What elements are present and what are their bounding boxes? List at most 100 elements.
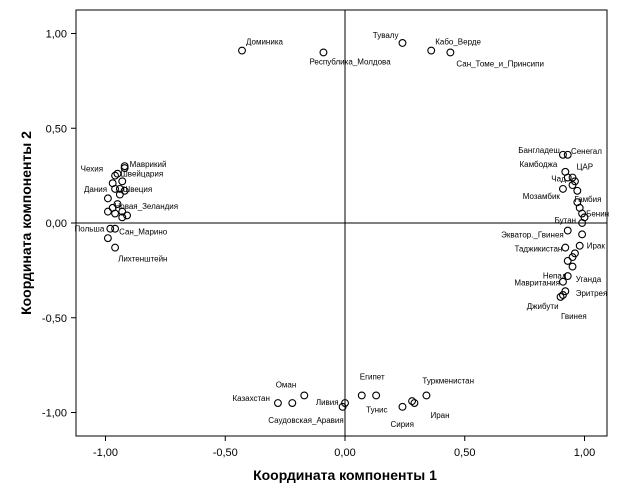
point-label: Мавритания — [514, 279, 560, 288]
point-label: Швейцария — [120, 170, 163, 179]
x-tick-label: 1,00 — [574, 447, 595, 459]
data-point — [123, 211, 132, 220]
x-tick-label: 0,50 — [454, 447, 475, 459]
point-label: Доминика — [246, 38, 283, 47]
data-point — [341, 399, 349, 407]
y-tick-label: -0,50 — [42, 313, 67, 325]
y-axis-title: Координата компоненты 2 — [18, 131, 34, 315]
point-label: Дания — [84, 185, 107, 194]
y-tick-label: 0,50 — [46, 123, 67, 135]
y-tick-label: 1,00 — [46, 29, 67, 41]
x-tick-label: 0,00 — [334, 447, 355, 459]
point-label: Тунис — [366, 405, 387, 414]
point-label: Туркменистан — [422, 376, 474, 385]
data-point — [111, 171, 120, 180]
data-point — [273, 399, 282, 407]
point-label: Сан_Марино — [119, 228, 168, 237]
point-label: Таджикистан — [514, 245, 562, 254]
data-point — [558, 291, 567, 299]
data-point — [115, 184, 124, 193]
data-point — [422, 391, 431, 400]
data-point — [103, 207, 112, 216]
point-label: Ирак — [587, 242, 606, 251]
data-point — [563, 256, 572, 265]
point-label: Бангладеш — [518, 146, 560, 155]
data-points — [103, 39, 589, 411]
point-label: Уганда — [576, 275, 602, 284]
data-point — [120, 162, 129, 171]
data-point — [118, 207, 127, 216]
data-point — [113, 200, 122, 209]
data-point — [410, 399, 419, 407]
point-label: Чехия — [81, 165, 103, 174]
data-point — [408, 397, 417, 406]
data-point — [573, 186, 582, 195]
point-label: Республика_Молдова — [309, 57, 391, 66]
point-label: Чад — [551, 175, 566, 184]
data-point — [111, 243, 120, 252]
data-point — [563, 150, 572, 159]
data-point — [568, 262, 577, 271]
point-label: Лихтенштейн — [118, 255, 167, 264]
point-label: Польша — [75, 225, 105, 234]
y-tick-label: 0,00 — [46, 218, 67, 230]
point-label: Гвинея — [561, 312, 587, 321]
data-point — [568, 253, 577, 262]
x-tick-label: -0,50 — [213, 447, 238, 459]
y-tick-label: -1,00 — [42, 408, 67, 420]
point-label: Гамбия — [574, 195, 601, 204]
data-point — [446, 48, 455, 57]
data-point — [427, 46, 436, 55]
point-label: Мозамбик — [523, 192, 561, 201]
point-label: Оман — [276, 380, 297, 389]
data-point — [578, 230, 587, 239]
data-point — [106, 224, 115, 233]
point-label: Новая_Зеландия — [114, 202, 178, 211]
data-point — [111, 209, 120, 218]
data-point — [558, 150, 567, 159]
data-point — [563, 226, 572, 235]
point-label: Сан_Томе_и_Принсипи — [456, 59, 544, 68]
x-axis-title: Координата компоненты 1 — [253, 467, 437, 483]
data-point — [578, 219, 587, 227]
point-label: Кабо_Верде — [435, 38, 481, 47]
data-point — [558, 277, 567, 286]
data-point — [372, 391, 381, 400]
point-label: Эритрея — [576, 289, 608, 298]
point-label: Сенегал — [571, 147, 602, 156]
data-point — [111, 184, 120, 193]
data-point — [118, 213, 127, 222]
y-axis-ticks: -1,00 -0,50 0,00 0,50 1,00 — [42, 29, 76, 420]
point-label: Камбоджа — [519, 160, 557, 169]
data-point — [398, 402, 407, 411]
point-label: ЦАР — [577, 163, 594, 172]
point-label: Иран — [430, 411, 449, 420]
point-label: Сирия — [390, 420, 414, 429]
data-point — [563, 272, 572, 281]
point-label: Непал — [543, 272, 567, 281]
data-point — [238, 46, 246, 55]
point-labels: Доминика Республика_Молдова Тувалу Кабо_Вер… — [75, 31, 610, 429]
point-label: Бутан — [555, 216, 577, 225]
data-point — [118, 177, 127, 186]
data-point — [120, 186, 129, 195]
data-point — [319, 48, 328, 57]
data-point — [103, 194, 112, 203]
x-tick-label: -1,00 — [93, 447, 118, 459]
data-point — [561, 243, 570, 252]
data-point — [563, 173, 572, 182]
data-point — [558, 184, 567, 193]
data-point — [357, 391, 366, 400]
point-label: Джибути — [527, 302, 559, 311]
data-point — [575, 241, 584, 250]
point-label: Тувалу — [373, 31, 399, 40]
data-point — [568, 181, 577, 190]
data-point — [300, 391, 309, 400]
point-label: Экватор._Гвинея — [501, 231, 564, 240]
data-point — [556, 292, 565, 301]
point-label: Саудовская_Аравия — [268, 416, 343, 425]
data-point — [111, 224, 120, 233]
data-point — [115, 190, 124, 199]
x-axis-ticks: -1,00 -0,50 0,00 0,50 1,00 — [93, 436, 595, 459]
